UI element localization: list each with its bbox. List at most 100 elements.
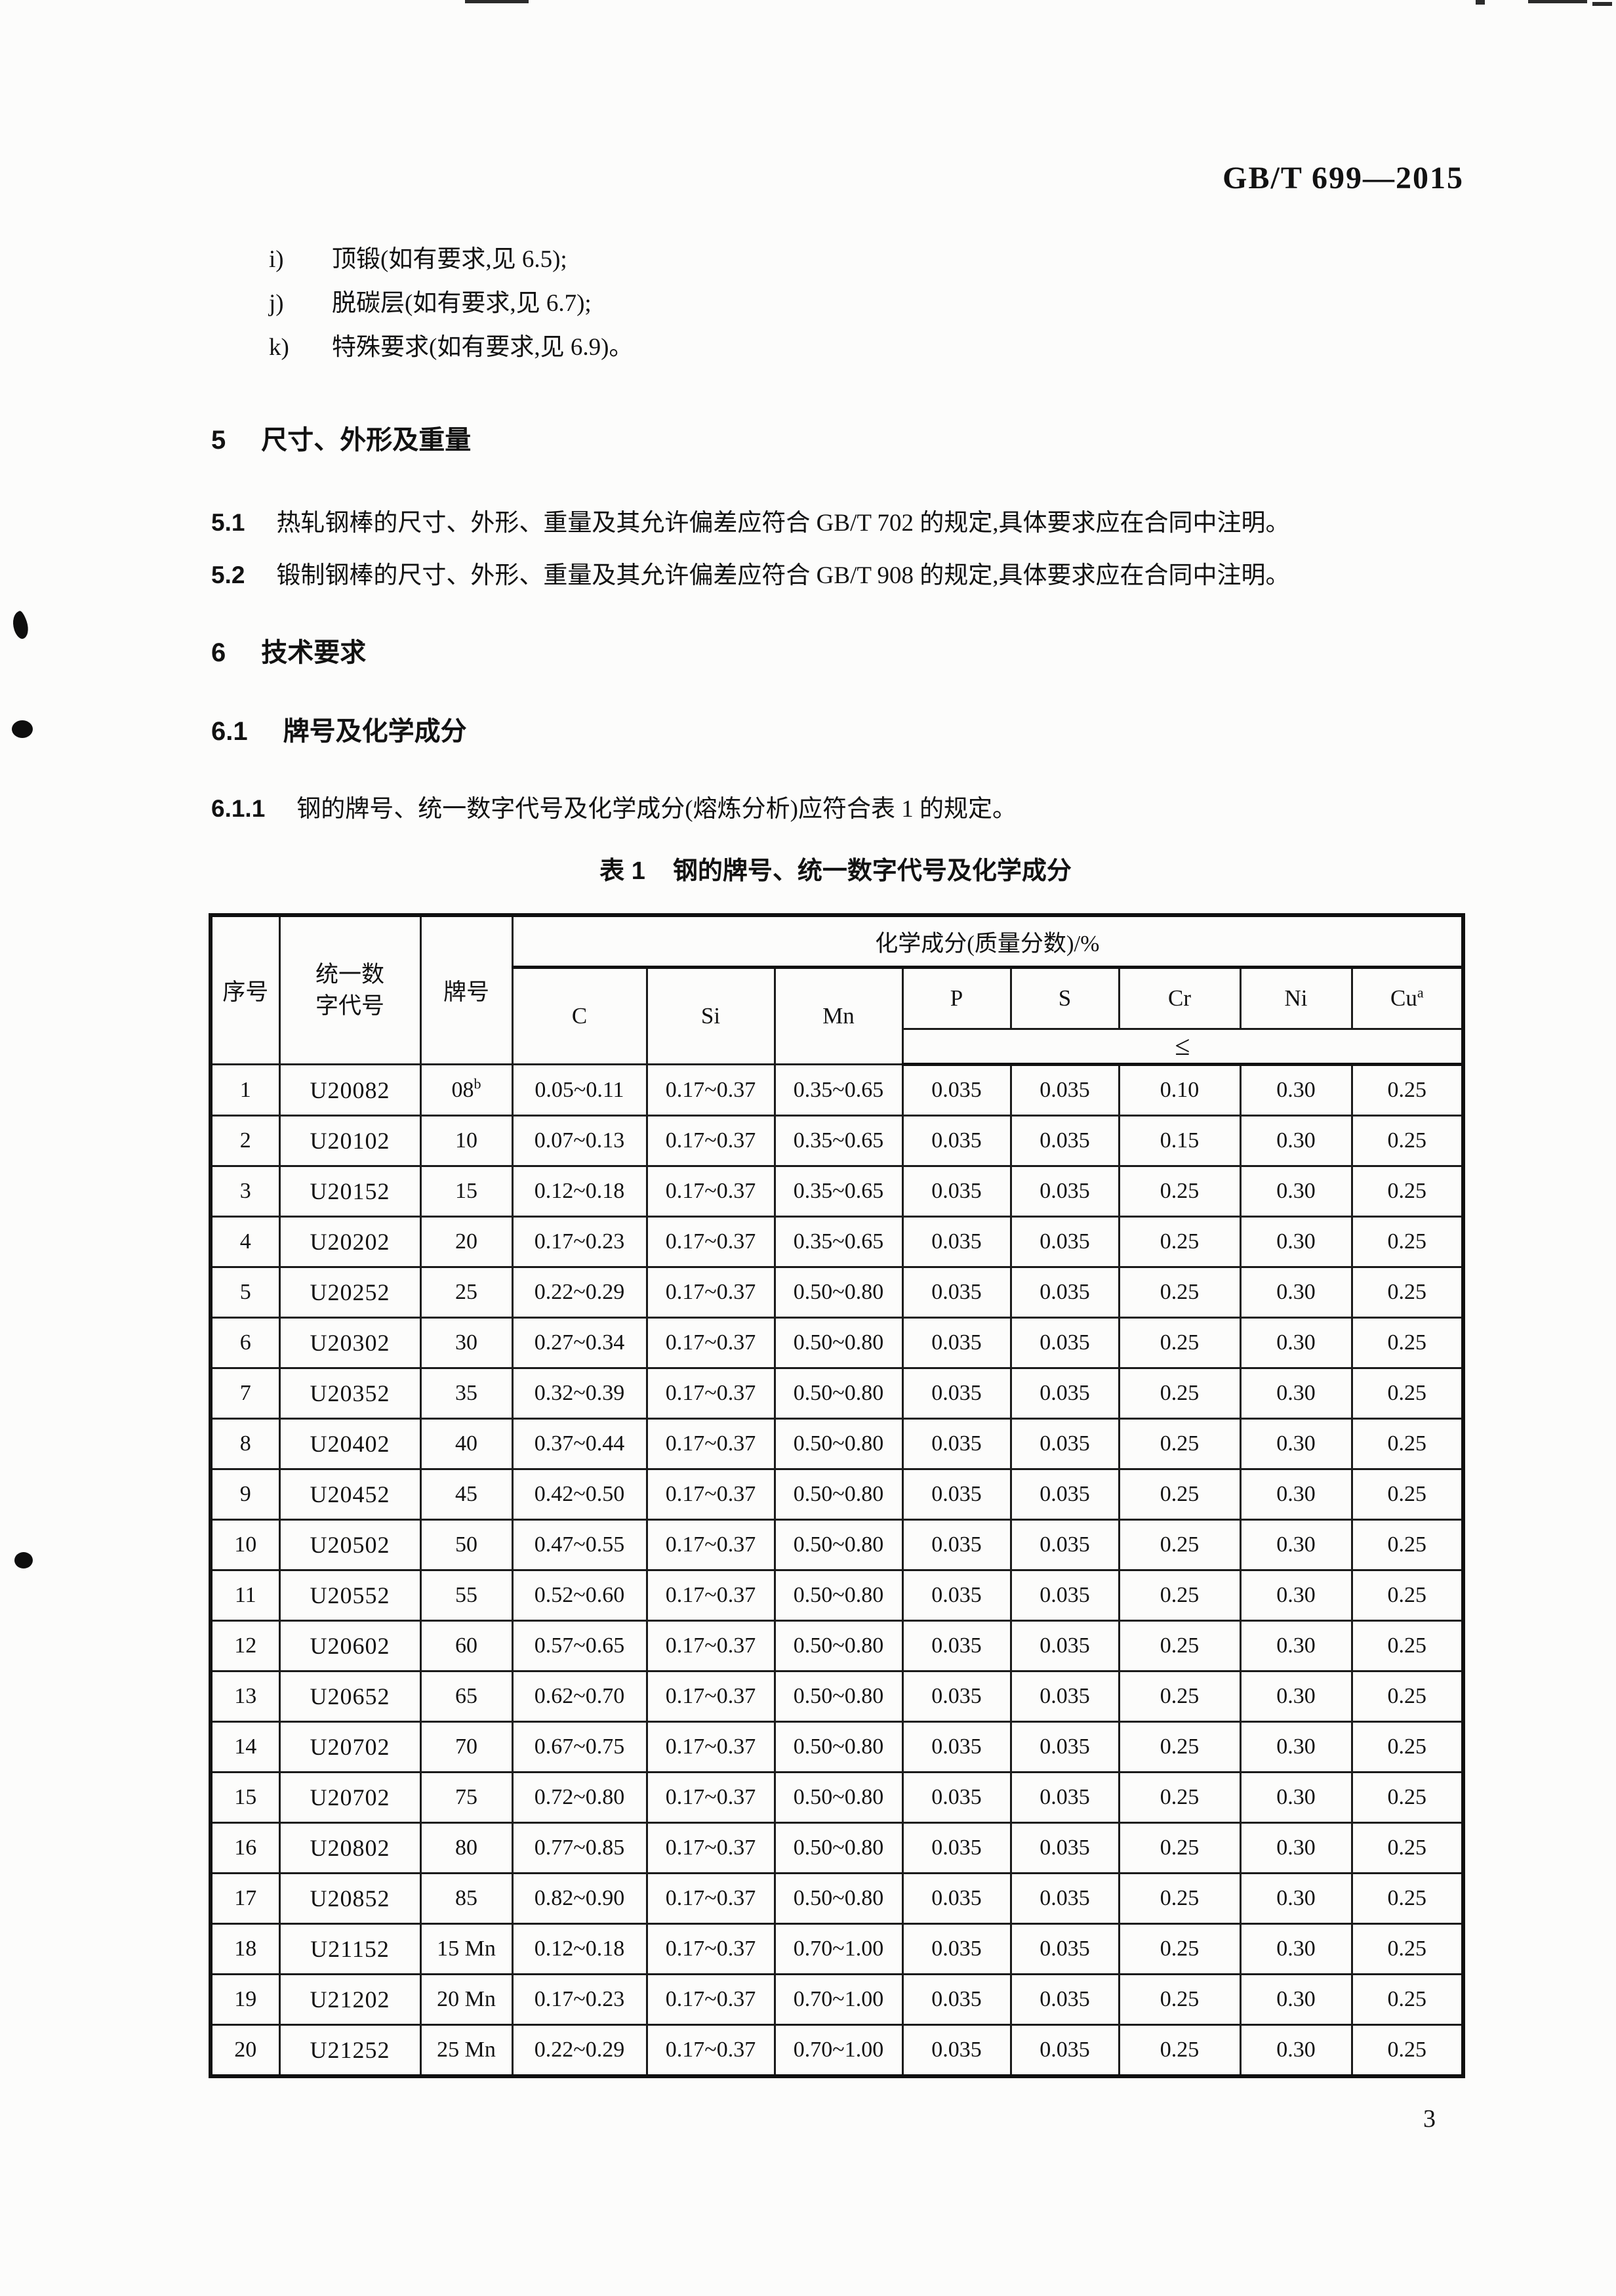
cell-s: 0.035	[1009, 1872, 1120, 1925]
cell-mn: 0.35~0.65	[773, 1115, 904, 1167]
cell-c: 0.52~0.60	[511, 1569, 648, 1622]
col-header-c: C	[511, 966, 648, 1065]
list-item-label: k)	[269, 334, 289, 361]
cell-mn: 0.50~0.80	[773, 1468, 904, 1521]
table-row: 7 U20352 35 0.32~0.39 0.17~0.37 0.50~0.80 0.03…	[209, 1367, 1465, 1420]
table-row: 6 U20302 30 0.27~0.34 0.17~0.37 0.50~0.80 0.03…	[209, 1317, 1465, 1369]
cell-si: 0.17~0.37	[645, 1973, 776, 2026]
cell-no: 13	[209, 1670, 281, 1723]
scan-artifact	[1528, 0, 1587, 3]
cell-no: 19	[209, 1973, 281, 2026]
clause-6-1-1: 6.1.1 钢的牌号、统一数字代号及化学成分(熔炼分析)应符合表 1 的规定。	[211, 789, 1017, 824]
cell-code: U20152	[278, 1165, 422, 1218]
cell-mn: 0.50~0.80	[773, 1317, 904, 1369]
cell-p: 0.035	[901, 1367, 1012, 1420]
cell-grade: 75	[419, 1771, 514, 1824]
cell-cu: 0.25	[1350, 1923, 1465, 1975]
cell-grade: 65	[419, 1670, 514, 1723]
cell-cr: 0.25	[1118, 1569, 1242, 1622]
cell-no: 8	[209, 1418, 281, 1470]
cell-cr: 0.25	[1118, 1620, 1242, 1672]
cell-ni: 0.30	[1239, 1822, 1353, 1874]
cell-cu: 0.25	[1350, 1367, 1465, 1420]
cell-no: 12	[209, 1620, 281, 1672]
cell-no: 17	[209, 1872, 281, 1925]
cell-grade: 15	[419, 1165, 514, 1218]
cell-no: 1	[209, 1063, 281, 1117]
cell-cr: 0.25	[1118, 1670, 1242, 1723]
cell-grade: 20 Mn	[419, 1973, 514, 2026]
cell-si: 0.17~0.37	[645, 1721, 776, 1773]
cell-code: U20552	[278, 1569, 422, 1622]
cell-p: 0.035	[901, 1923, 1012, 1975]
section-number: 6.1	[211, 717, 248, 746]
cell-cu: 0.25	[1350, 1468, 1465, 1521]
cell-mn: 0.35~0.65	[773, 1216, 904, 1268]
cell-cr: 0.25	[1118, 1721, 1242, 1773]
cell-code: U20652	[278, 1670, 422, 1723]
cell-cu: 0.25	[1350, 1115, 1465, 1167]
cell-si: 0.17~0.37	[645, 1115, 776, 1167]
cell-cr: 0.25	[1118, 1872, 1242, 1925]
cell-c: 0.22~0.29	[511, 2024, 648, 2078]
cell-si: 0.17~0.37	[645, 1771, 776, 1824]
cell-grade: 25	[419, 1266, 514, 1319]
cell-s: 0.035	[1009, 1771, 1120, 1824]
cell-p: 0.035	[901, 1519, 1012, 1571]
cell-si: 0.17~0.37	[645, 1063, 776, 1117]
cell-ni: 0.30	[1239, 1973, 1353, 2026]
cell-no: 20	[209, 2024, 281, 2078]
table-caption: 表 1 钢的牌号、统一数字代号及化学成分	[209, 850, 1463, 886]
cell-c: 0.07~0.13	[511, 1115, 648, 1167]
cell-s: 0.035	[1009, 1216, 1120, 1268]
cell-code: U20702	[278, 1771, 422, 1824]
cell-s: 0.035	[1009, 1973, 1120, 2026]
cell-c: 0.67~0.75	[511, 1721, 648, 1773]
cell-p: 0.035	[901, 1620, 1012, 1672]
scan-artifact	[1476, 0, 1485, 5]
cell-grade: 45	[419, 1468, 514, 1521]
cell-p: 0.035	[901, 1165, 1012, 1218]
cell-c: 0.57~0.65	[511, 1620, 648, 1672]
cell-c: 0.12~0.18	[511, 1923, 648, 1975]
max-limit-symbol: ≤	[901, 1028, 1465, 1066]
table-row: 12 U20602 60 0.57~0.65 0.17~0.37 0.50~0.80 0.0…	[209, 1620, 1465, 1672]
cell-c: 0.05~0.11	[511, 1063, 648, 1117]
col-header-mn: Mn	[773, 966, 904, 1065]
cell-no: 9	[209, 1468, 281, 1521]
cell-grade: 70	[419, 1721, 514, 1773]
cell-code: U20702	[278, 1721, 422, 1773]
table-caption-label: 表 1	[599, 857, 645, 885]
section-6-heading: 6 技术要求	[211, 631, 366, 669]
cell-code: U20252	[278, 1266, 422, 1319]
cell-no: 3	[209, 1165, 281, 1218]
cell-mn: 0.70~1.00	[773, 1973, 904, 2026]
cell-cu: 0.25	[1350, 1973, 1465, 2026]
cell-ni: 0.30	[1239, 1519, 1353, 1571]
table-row: 17 U20852 85 0.82~0.90 0.17~0.37 0.50~0.80 0.0…	[209, 1872, 1465, 1925]
scan-artifact	[465, 0, 529, 3]
clause-text: 锻制钢棒的尺寸、外形、重量及其允许偏差应符合 GB/T 908 的规定,具体要求…	[276, 562, 1290, 589]
cell-grade: 60	[419, 1620, 514, 1672]
cell-cr: 0.25	[1118, 2024, 1242, 2078]
cell-code: U20602	[278, 1620, 422, 1672]
table-row: 8 U20402 40 0.37~0.44 0.17~0.37 0.50~0.80 0.03…	[209, 1418, 1465, 1470]
cell-si: 0.17~0.37	[645, 2024, 776, 2078]
list-item-k: k) 特殊要求(如有要求,见 6.9)。	[269, 327, 633, 362]
cell-no: 16	[209, 1822, 281, 1874]
cell-c: 0.17~0.23	[511, 1973, 648, 2026]
col-header-s: S	[1009, 966, 1120, 1030]
cell-s: 0.035	[1009, 1115, 1120, 1167]
cell-c: 0.22~0.29	[511, 1266, 648, 1319]
cell-cu: 0.25	[1350, 1165, 1465, 1218]
cell-no: 15	[209, 1771, 281, 1824]
ink-smudge	[12, 720, 33, 738]
table-row: 1 U20082 08b 0.05~0.11 0.17~0.37 0.35~0.65 0.0…	[209, 1063, 1465, 1117]
cell-code: U20302	[278, 1317, 422, 1369]
list-item-label: j)	[269, 290, 284, 317]
cell-cr: 0.25	[1118, 1519, 1242, 1571]
cell-cr: 0.25	[1118, 1216, 1242, 1268]
table-row: 20 U21252 25 Mn 0.22~0.29 0.17~0.37 0.70~1.00…	[209, 2024, 1465, 2078]
section-number: 5	[211, 426, 226, 455]
col-header-cu: Cua	[1350, 966, 1465, 1030]
